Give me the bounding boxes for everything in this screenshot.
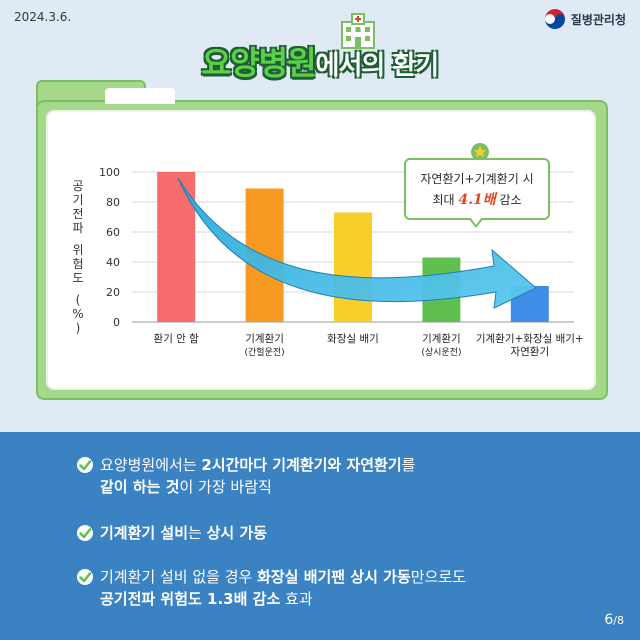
y-axis-label: 공 기 전 파 위 험 도 (%) — [72, 179, 83, 335]
x-tick-sublabel: (상시운전) — [421, 347, 461, 358]
bullet-line: 기계환기 설비 없을 경우 화장실 배기팬 상시 가동만으로도 — [100, 566, 466, 588]
y-tick-label: 60 — [106, 226, 120, 239]
bullet-segment: 만으로도 — [410, 568, 466, 586]
org-logo: 질병관리청 — [544, 8, 626, 30]
title-main: 요양병원 — [201, 44, 317, 82]
x-tick-label: 기계환기 — [422, 333, 461, 345]
bar — [334, 212, 372, 322]
page-indicator: 6/8 — [604, 612, 624, 628]
callout-highlight: 4.1배 — [458, 192, 496, 208]
summary-panel — [0, 432, 640, 640]
y-axis-label-char: 파 — [72, 221, 83, 235]
y-tick-label: 80 — [106, 196, 120, 209]
callout-box: 자연환기+기계환기 시 최대 4.1배 감소 — [404, 158, 550, 220]
bullet-emphasis: 상시 가동 — [206, 524, 268, 542]
page-total: /8 — [613, 614, 624, 627]
taegeuk-logo-icon — [544, 9, 565, 29]
bullet-text: 요양병원에서는 2시간마다 기계환기와 자연환기를 같이 하는 것이 가장 바람직 — [100, 454, 415, 498]
callout-line2: 최대 4.1배 감소 — [406, 189, 548, 209]
callout-suffix: 감소 — [495, 193, 522, 207]
x-tick-sublabel: 자연환기 — [510, 346, 549, 358]
bullet-segment: 효과 — [280, 590, 313, 608]
y-axis-label-char: 공 — [72, 179, 83, 193]
y-tick-label: 20 — [106, 286, 120, 299]
bullet-segment: 를 — [401, 456, 416, 474]
x-tick-label: 화장실 배기 — [327, 333, 379, 345]
y-axis-label-char: 기 — [72, 193, 83, 207]
bullet-emphasis: 공기전파 위험도 1.3배 감소 — [100, 590, 281, 608]
bullet-line: 공기전파 위험도 1.3배 감소 효과 — [100, 588, 466, 610]
y-tick-label: 0 — [113, 316, 120, 329]
trend-arrow — [177, 177, 537, 309]
y-axis-label-char: 도 — [72, 271, 83, 285]
check-icon — [77, 525, 93, 541]
bullet-emphasis: 2시간마다 기계환기와 자연환기 — [201, 456, 402, 474]
y-axis-label-char: ( — [76, 293, 81, 307]
org-name: 질병관리청 — [570, 12, 626, 27]
callout-tail-inner — [470, 217, 482, 225]
bullet-segment: 는 — [188, 524, 207, 542]
bullet-segment: 이 가장 바람직 — [179, 478, 272, 496]
star-icon — [471, 143, 489, 161]
y-axis-label-char: ) — [76, 321, 81, 335]
title-sub: 에서의 환기 — [315, 51, 440, 81]
y-tick-label: 40 — [106, 256, 120, 269]
x-tick-label: 기계환기 — [245, 333, 284, 345]
page-title: 요양병원에서의 환기 — [0, 38, 640, 88]
bullet-segment: 기계환기 설비 없을 경우 — [100, 568, 258, 586]
hospital-icon — [341, 13, 375, 49]
page-current: 6 — [604, 612, 614, 628]
x-tick-label: 기계환기+화장실 배기+ — [476, 333, 584, 345]
bullet-line: 같이 하는 것이 가장 바람직 — [100, 476, 415, 498]
bullet-text: 기계환기 설비는 상시 가동 — [100, 522, 267, 544]
y-axis-label-char: 전 — [72, 207, 83, 221]
bullet-emphasis: 기계환기 설비 — [100, 524, 189, 542]
x-tick-sublabel: (간헐운전) — [245, 346, 285, 358]
callout-prefix: 최대 — [432, 193, 459, 207]
bullet-item: 기계환기 설비 없을 경우 화장실 배기팬 상시 가동만으로도 공기전파 위험도 … — [76, 566, 466, 610]
y-axis-label-char: % — [72, 307, 83, 321]
bullet-text: 기계환기 설비 없을 경우 화장실 배기팬 상시 가동만으로도 공기전파 위험도 … — [100, 566, 466, 610]
y-tick-label: 100 — [99, 166, 120, 179]
bullet-emphasis: 같이 하는 것 — [100, 478, 180, 496]
callout-line1: 자연환기+기계환기 시 — [420, 172, 534, 186]
date-label: 2024.3.6. — [14, 10, 72, 24]
x-tick-label: 환기 안 함 — [154, 333, 200, 345]
bullet-line: 요양병원에서는 2시간마다 기계환기와 자연환기를 — [100, 454, 415, 476]
y-axis-label-char: 위 — [72, 243, 83, 257]
trend-arrow-shape — [177, 177, 537, 309]
bullet-item: 기계환기 설비는 상시 가동 — [76, 522, 267, 544]
y-axis-label-char: 험 — [72, 257, 83, 271]
check-icon — [77, 457, 93, 473]
folder-tab-label — [105, 88, 175, 104]
check-icon — [77, 569, 93, 585]
bullet-item: 요양병원에서는 2시간마다 기계환기와 자연환기를 같이 하는 것이 가장 바람직 — [76, 454, 415, 498]
bullet-segment: 요양병원에서는 — [100, 456, 202, 474]
bullet-line: 기계환기 설비는 상시 가동 — [100, 522, 267, 544]
bullet-emphasis: 화장실 배기팬 상시 가동 — [257, 568, 411, 586]
